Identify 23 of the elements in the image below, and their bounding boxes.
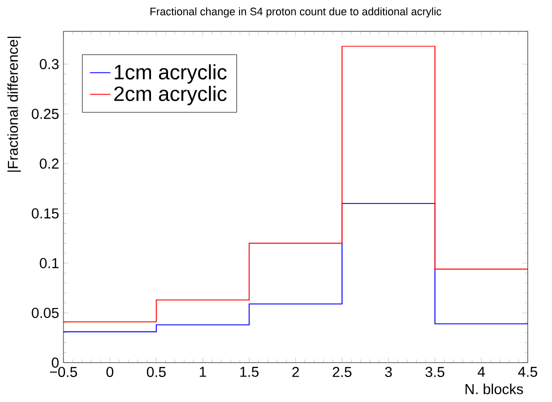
x-tick-label: −0.5 [50, 367, 78, 378]
y-tick-label: 0.05 [32, 308, 59, 318]
x-tick-label: 2 [292, 367, 299, 378]
y-tick-label: 0.15 [32, 208, 59, 219]
chart-title: Fractional change in S4 proton count due to additional acrylic [150, 8, 442, 18]
x-tick-label: 0.5 [146, 367, 166, 378]
x-tick-label: 0 [106, 367, 114, 378]
y-tick-label: 0.25 [32, 108, 59, 120]
legend-label: 1cm acryclic [114, 64, 227, 84]
x-tick-label: 4 [478, 367, 485, 377]
x-tick-label: 2.5 [332, 367, 352, 378]
legend-label: 2cm acryclic [114, 86, 227, 106]
x-tick-label: 1 [200, 367, 206, 377]
x-tick-label: 3.5 [425, 367, 444, 378]
x-axis-title: N. blocks [466, 384, 524, 394]
x-tick-label: 1.5 [240, 367, 259, 378]
y-axis-title: |Fractional difference| [7, 37, 21, 172]
y-tick-label: 0.2 [40, 158, 58, 169]
y-tick-label: 0.1 [40, 258, 59, 268]
y-tick-label: 0 [52, 358, 59, 368]
y-tick-label: 0.3 [40, 59, 59, 70]
x-tick-label: 3 [385, 367, 392, 378]
x-tick-label: 4.5 [518, 367, 538, 378]
